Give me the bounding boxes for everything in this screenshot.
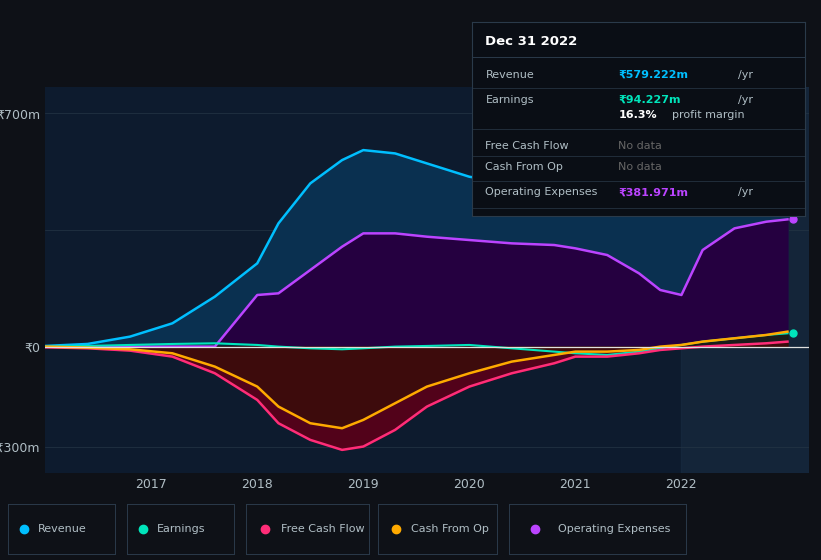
Text: profit margin: profit margin (672, 110, 744, 120)
Text: Earnings: Earnings (157, 524, 205, 534)
Text: Operating Expenses: Operating Expenses (558, 524, 671, 534)
Text: ₹381.971m: ₹381.971m (618, 188, 688, 198)
Text: /yr: /yr (738, 188, 753, 198)
Text: /yr: /yr (738, 95, 753, 105)
Text: No data: No data (618, 162, 663, 172)
Text: /yr: /yr (738, 69, 753, 80)
Text: Dec 31 2022: Dec 31 2022 (485, 35, 578, 48)
Bar (681, 87, 809, 473)
Text: Earnings: Earnings (485, 95, 534, 105)
Text: Operating Expenses: Operating Expenses (485, 188, 598, 198)
Text: No data: No data (618, 141, 663, 151)
Text: ₹94.227m: ₹94.227m (618, 95, 681, 105)
Text: Cash From Op: Cash From Op (411, 524, 488, 534)
Text: 16.3%: 16.3% (618, 110, 657, 120)
Text: Revenue: Revenue (38, 524, 87, 534)
Text: Free Cash Flow: Free Cash Flow (485, 141, 569, 151)
Text: ₹579.222m: ₹579.222m (618, 69, 688, 80)
Text: Revenue: Revenue (485, 69, 534, 80)
Text: Cash From Op: Cash From Op (485, 162, 563, 172)
Text: Free Cash Flow: Free Cash Flow (281, 524, 365, 534)
